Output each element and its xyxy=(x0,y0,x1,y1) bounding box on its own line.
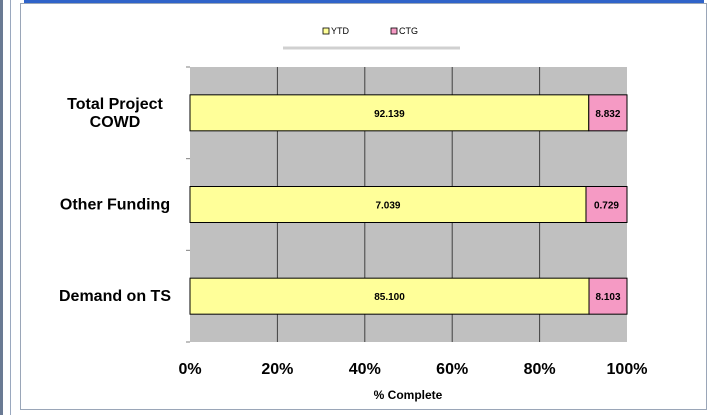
x-tick-labels: 0% 20% 40% 60% 80% 100% xyxy=(178,361,647,378)
category-label: Demand on TS xyxy=(59,288,171,305)
legend-swatch xyxy=(390,27,398,35)
bar-ytd xyxy=(189,277,590,315)
window-frame-left xyxy=(0,0,3,415)
bars: 92.139 8.832 7.039 0.729 85.100 8.103 xyxy=(189,94,628,315)
data-label: 85.100 xyxy=(374,292,405,303)
category-labels: Total Project COWD Other Funding Demand on … xyxy=(59,96,171,305)
bar-ytd xyxy=(189,186,587,223)
category-label: Total Project COWD xyxy=(67,96,163,131)
legend-label: CTG xyxy=(399,26,418,36)
data-label: 8.103 xyxy=(595,292,620,303)
x-tick-label: 80% xyxy=(524,361,556,378)
bar-ctg xyxy=(588,277,628,315)
legend-swatch xyxy=(322,27,330,35)
x-tick-label: 0% xyxy=(178,361,201,378)
x-axis-label: % Complete xyxy=(374,388,443,402)
x-tick-label: 20% xyxy=(261,361,293,378)
data-label: 8.832 xyxy=(595,109,620,120)
x-tick-label: 60% xyxy=(436,361,468,378)
bar-ctg xyxy=(585,186,628,223)
bar-ctg xyxy=(588,94,628,132)
x-tick-label: 100% xyxy=(607,361,648,378)
legend: YTD CTG xyxy=(283,26,460,50)
category-label: Other Funding xyxy=(60,197,170,214)
data-label: 92.139 xyxy=(374,109,405,120)
top-accent-rule xyxy=(24,0,704,3)
data-label: 0.729 xyxy=(594,201,619,212)
window-frame-divider xyxy=(10,0,11,415)
x-tick-label: 40% xyxy=(349,361,381,378)
data-label: 7.039 xyxy=(375,201,400,212)
legend-label: YTD xyxy=(331,26,350,36)
bar-ytd xyxy=(189,94,590,132)
